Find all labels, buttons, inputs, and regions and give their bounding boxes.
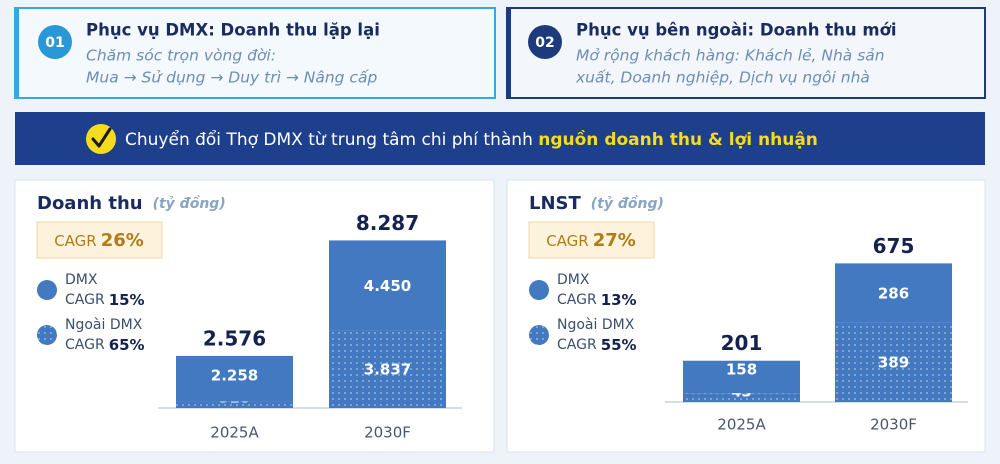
card-line: Chăm sóc trọn vòng đời: <box>86 47 276 65</box>
legend-cagr-value: 55% <box>601 336 637 354</box>
card <box>506 7 986 99</box>
banner-text: Chuyển đổi Thợ DMX từ trung tâm chi phí … <box>125 129 818 150</box>
badge-number: 02 <box>535 35 554 51</box>
badge-number: 01 <box>45 35 64 51</box>
total-label: 201 <box>721 331 763 355</box>
banner-text: Chuyển đổi Thợ DMX từ trung tâm chi phí … <box>125 129 538 150</box>
check-mark <box>91 127 112 148</box>
x-tick-label: 2025A <box>210 424 259 442</box>
legend-cagr-label: CAGR <box>65 337 105 353</box>
banner-highlight: nguồn doanh thu & lợi nhuận <box>538 129 818 150</box>
total-label: 675 <box>873 234 915 258</box>
chart-title: LNST (tỷ đồng) <box>529 193 664 214</box>
cagr-box <box>528 221 655 259</box>
bar-segment <box>835 322 952 402</box>
legend-swatch <box>37 325 57 345</box>
legend-name: DMX <box>557 272 590 288</box>
cagr-value: 26% <box>101 230 144 251</box>
chart-unit: (tỷ đồng) <box>153 195 226 212</box>
legend-name: Ngoài DMX <box>65 317 143 333</box>
bar-value-label: 286 <box>878 284 909 302</box>
legend-swatch <box>529 325 549 345</box>
legend-cagr-label: CAGR <box>65 292 105 308</box>
legend-swatch <box>37 280 57 300</box>
bar-value-label: 158 <box>726 361 757 379</box>
banner <box>15 112 985 165</box>
card-line: Mua → Sử dụng → Duy trì → Nâng cấp <box>86 69 377 87</box>
bar-segment <box>683 393 800 402</box>
cagr: CAGR 26% <box>54 230 144 251</box>
legend-cagr-value: 13% <box>601 291 637 309</box>
bar-segment <box>329 240 446 331</box>
card-title: Phục vụ bên ngoài: Doanh thu mới <box>576 21 897 40</box>
card-line: Mở rộng khách hàng: Khách lẻ, Nhà sản <box>576 47 885 65</box>
bar-value-label: 3.837 <box>364 361 411 379</box>
cagr: CAGR 27% <box>546 230 636 251</box>
x-tick-label: 2025A <box>717 416 766 434</box>
bar-segment <box>176 355 293 402</box>
legend-name: Ngoài DMX <box>557 317 635 333</box>
chart-title: LNST <box>529 193 581 214</box>
chart-unit: (tỷ đồng) <box>591 195 664 212</box>
legend-cagr-label: CAGR <box>557 292 597 308</box>
chart-title: Doanh thu (tỷ đồng) <box>37 193 226 214</box>
bar-value-label: 4.450 <box>364 277 411 295</box>
card-accent <box>15 8 19 98</box>
x-tick-label: 2030F <box>364 424 411 442</box>
card <box>14 7 496 99</box>
bar-segment <box>176 401 293 408</box>
bar-value-label: 389 <box>878 354 909 372</box>
legend-cagr-label: CAGR <box>557 337 597 353</box>
total-label: 8.287 <box>356 211 419 235</box>
legend-cagr: CAGR 15% <box>65 291 145 309</box>
card-title: Phục vụ DMX: Doanh thu lặp lại <box>86 21 380 40</box>
check-icon <box>86 124 116 154</box>
badge <box>528 25 562 59</box>
cagr-value: 27% <box>593 230 636 251</box>
x-tick-label: 2030F <box>870 416 917 434</box>
card-accent <box>507 8 511 98</box>
bar-segment <box>329 330 446 408</box>
legend-cagr: CAGR 13% <box>557 291 637 309</box>
cagr-box <box>36 221 163 259</box>
legend-cagr-value: 15% <box>109 291 145 309</box>
legend-cagr: CAGR 65% <box>65 336 145 354</box>
badge <box>38 25 72 59</box>
cagr-label: CAGR <box>546 232 589 250</box>
legend-cagr-value: 65% <box>109 336 145 354</box>
legend-swatch <box>529 280 549 300</box>
bar-value-label: 2.258 <box>211 367 258 385</box>
legend-name: DMX <box>65 272 98 288</box>
bar-segment <box>835 263 952 323</box>
cagr-label: CAGR <box>54 232 97 250</box>
bar-segment <box>683 360 800 394</box>
card-line: xuất, Doanh nghiệp, Dịch vụ ngôi nhà <box>575 69 870 87</box>
total-label: 2.576 <box>203 326 266 350</box>
legend-cagr: CAGR 55% <box>557 336 637 354</box>
chart-title: Doanh thu <box>37 193 143 214</box>
